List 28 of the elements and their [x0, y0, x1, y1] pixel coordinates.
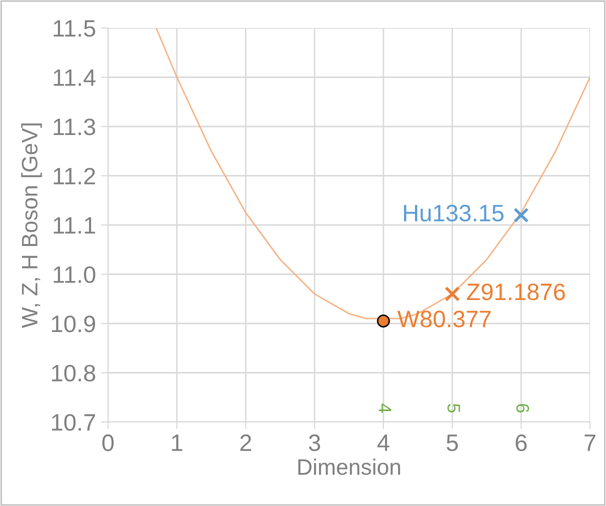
- x-tick-label: 0: [102, 434, 114, 452]
- x-tick-label: 4: [377, 434, 390, 451]
- y-tick-label: 11.5: [54, 20, 96, 37]
- y-tick-label: 10.8: [52, 364, 96, 382]
- y-tick-label: 10.7: [52, 414, 96, 431]
- y-tick-label: 10.9: [52, 316, 96, 332]
- x-tick-label: 5: [446, 434, 458, 452]
- x-axis-title: Dimension: [298, 458, 400, 475]
- y-axis-title: W, Z, H Boson [GeV]: [21, 123, 42, 328]
- x-tick-label: 1: [172, 434, 182, 451]
- x-tick-label: 6: [516, 434, 527, 452]
- point: [444, 286, 460, 302]
- annotation: 6: [516, 404, 530, 412]
- y-tick-label: 11.3: [54, 118, 96, 136]
- y-tick-label: 11.4: [54, 70, 96, 86]
- annotation: W80.377: [397, 310, 491, 328]
- y-tick-label: 11.2: [54, 168, 96, 184]
- point: [514, 208, 529, 223]
- y-tick-label: 11.1: [54, 217, 96, 234]
- annotation: Z91.1876: [466, 284, 565, 300]
- annotation: 4: [378, 404, 392, 413]
- x-tick-label: 7: [584, 434, 596, 451]
- y-tick-label: 11.0: [54, 266, 96, 284]
- point: [376, 314, 390, 328]
- x-tick-label: 3: [308, 434, 320, 452]
- x-tick-label: 2: [240, 434, 252, 451]
- annotation: Hu133.15: [404, 204, 504, 222]
- annotation: 5: [447, 404, 460, 412]
